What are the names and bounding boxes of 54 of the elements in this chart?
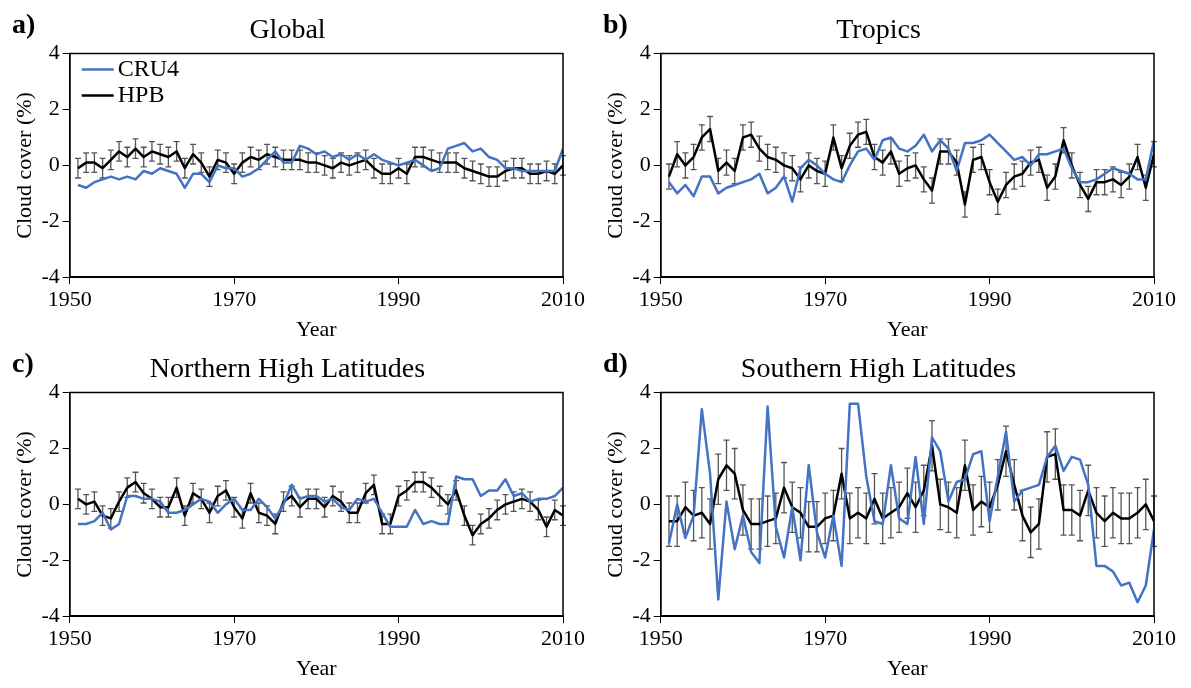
text: d) xyxy=(603,347,628,379)
x-tick-label: 1990 xyxy=(376,625,421,651)
chart-title: Tropics xyxy=(836,13,921,45)
x-tick-label: 2010 xyxy=(1132,286,1176,312)
y-tick-label: 0 xyxy=(639,490,651,516)
text: b) xyxy=(603,8,628,40)
y-tick-label: 4 xyxy=(639,378,651,404)
text: a) xyxy=(12,8,36,40)
y-tick-label: 2 xyxy=(48,95,60,121)
y-tick-label: 2 xyxy=(48,434,60,460)
x-tick-label: 1950 xyxy=(47,625,92,651)
y-tick-label: 2 xyxy=(639,434,651,460)
y-tick-label: -4 xyxy=(632,601,651,627)
y-tick-label: 0 xyxy=(639,151,651,177)
x-tick-label: 1950 xyxy=(47,286,92,312)
x-tick-label: 2010 xyxy=(1132,625,1176,651)
x-tick-label: 1950 xyxy=(638,625,683,651)
y-axis-title: Cloud cover (%) xyxy=(10,431,36,578)
y-tick-label: 4 xyxy=(48,378,60,404)
y-tick-label: -2 xyxy=(41,546,60,572)
chart-title: Southern High Latitudes xyxy=(740,352,1017,384)
y-tick-label: 0 xyxy=(48,151,60,177)
y-tick-label: 2 xyxy=(639,95,651,121)
y-axis-title: Cloud cover (%) xyxy=(10,92,36,239)
x-tick-label: 2010 xyxy=(541,625,585,651)
y-axis-title: Cloud cover (%) xyxy=(601,431,627,578)
y-tick-label: 0 xyxy=(48,490,60,516)
y-tick-label: -4 xyxy=(41,601,60,627)
x-axis-title: Year xyxy=(887,654,929,680)
legend-label: CRU4 xyxy=(117,54,180,81)
y-tick-label: -2 xyxy=(41,207,60,233)
x-tick-label: 1970 xyxy=(212,625,257,651)
x-tick-label: 1990 xyxy=(376,286,421,312)
x-tick-label: 1950 xyxy=(638,286,683,312)
x-axis-title: Year xyxy=(296,654,338,680)
chart-title: Global xyxy=(249,13,326,45)
x-tick-label: 2010 xyxy=(541,286,585,312)
y-tick-label: -4 xyxy=(41,262,60,288)
y-axis-title: Cloud cover (%) xyxy=(601,92,627,239)
x-axis-title: Year xyxy=(887,315,929,341)
x-tick-label: 1970 xyxy=(212,286,257,312)
x-axis-title: Year xyxy=(296,315,338,341)
chart-title: Northern High Latitudes xyxy=(149,352,426,384)
y-tick-label: -2 xyxy=(632,546,651,572)
x-tick-label: 1970 xyxy=(803,286,848,312)
y-tick-label: -4 xyxy=(632,262,651,288)
y-tick-label: -2 xyxy=(632,207,651,233)
text: c) xyxy=(12,347,34,379)
y-tick-label: 4 xyxy=(48,39,60,65)
legend-label: HPB xyxy=(117,80,165,107)
y-tick-label: 4 xyxy=(639,39,651,65)
x-tick-label: 1970 xyxy=(803,625,848,651)
x-tick-label: 1990 xyxy=(967,286,1012,312)
x-tick-label: 1990 xyxy=(967,625,1012,651)
